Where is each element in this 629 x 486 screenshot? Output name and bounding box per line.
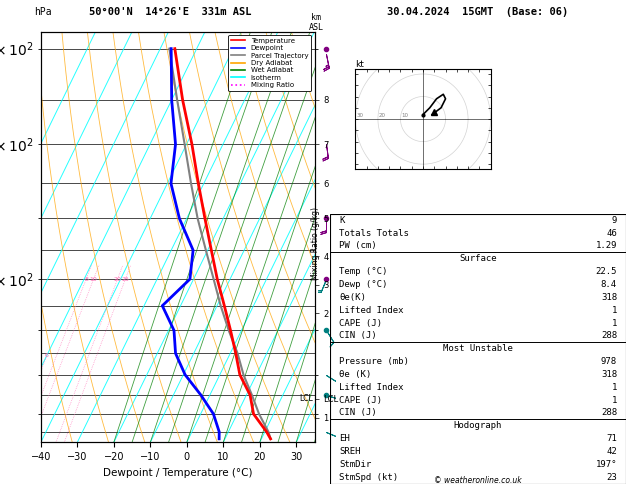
Text: 8.4: 8.4 <box>601 280 617 289</box>
Text: 30: 30 <box>357 113 364 118</box>
Text: θe(K): θe(K) <box>339 293 366 302</box>
Text: 46: 46 <box>606 228 617 238</box>
Text: © weatheronline.co.uk: © weatheronline.co.uk <box>434 476 522 485</box>
Text: Temp (°C): Temp (°C) <box>339 267 387 276</box>
Text: 318: 318 <box>601 370 617 379</box>
Text: CAPE (J): CAPE (J) <box>339 396 382 404</box>
Text: ASL: ASL <box>309 22 324 32</box>
Text: 20: 20 <box>114 277 121 281</box>
Text: Surface: Surface <box>459 254 497 263</box>
Text: Pressure (mb): Pressure (mb) <box>339 357 409 366</box>
Text: 9: 9 <box>611 216 617 225</box>
Text: kt: kt <box>355 60 364 69</box>
Text: Lifted Index: Lifted Index <box>339 306 404 314</box>
Text: 23: 23 <box>606 473 617 482</box>
Text: 197°: 197° <box>596 460 617 469</box>
Text: 8: 8 <box>84 277 88 281</box>
Text: LCL: LCL <box>299 394 313 403</box>
Text: 288: 288 <box>601 408 617 417</box>
Text: Hodograph: Hodograph <box>454 421 502 430</box>
Text: 10: 10 <box>90 277 97 281</box>
Text: StmSpd (kt): StmSpd (kt) <box>339 473 398 482</box>
Text: Dewp (°C): Dewp (°C) <box>339 280 387 289</box>
X-axis label: Dewpoint / Temperature (°C): Dewpoint / Temperature (°C) <box>103 468 252 478</box>
Text: hPa: hPa <box>35 7 52 17</box>
Text: 1: 1 <box>611 396 617 404</box>
Text: km: km <box>311 13 321 22</box>
Text: 1: 1 <box>611 306 617 314</box>
Text: Totals Totals: Totals Totals <box>339 228 409 238</box>
Text: 288: 288 <box>601 331 617 340</box>
Text: θe (K): θe (K) <box>339 370 371 379</box>
Text: 6: 6 <box>45 353 49 358</box>
Text: CIN (J): CIN (J) <box>339 331 377 340</box>
Text: EH: EH <box>339 434 350 443</box>
Text: 22.5: 22.5 <box>596 267 617 276</box>
Text: StmDir: StmDir <box>339 460 371 469</box>
Text: Mixing Ratio (g/kg): Mixing Ratio (g/kg) <box>311 207 320 279</box>
Text: SREH: SREH <box>339 447 360 456</box>
Text: 1.29: 1.29 <box>596 242 617 250</box>
Text: Most Unstable: Most Unstable <box>443 344 513 353</box>
Text: 50°00'N  14°26'E  331m ASL: 50°00'N 14°26'E 331m ASL <box>89 7 251 17</box>
Text: CIN (J): CIN (J) <box>339 408 377 417</box>
Text: 10: 10 <box>401 113 409 118</box>
Text: 1: 1 <box>611 318 617 328</box>
Text: CAPE (J): CAPE (J) <box>339 318 382 328</box>
Text: 318: 318 <box>601 293 617 302</box>
Text: K: K <box>339 216 345 225</box>
Text: 42: 42 <box>606 447 617 456</box>
Text: Lifted Index: Lifted Index <box>339 383 404 392</box>
Text: PW (cm): PW (cm) <box>339 242 377 250</box>
Text: 20: 20 <box>379 113 386 118</box>
Text: 25: 25 <box>121 277 130 281</box>
Text: 978: 978 <box>601 357 617 366</box>
Text: 30.04.2024  15GMT  (Base: 06): 30.04.2024 15GMT (Base: 06) <box>387 7 569 17</box>
Text: 71: 71 <box>606 434 617 443</box>
Text: 1: 1 <box>611 383 617 392</box>
Legend: Temperature, Dewpoint, Parcel Trajectory, Dry Adiabat, Wet Adiabat, Isotherm, Mi: Temperature, Dewpoint, Parcel Trajectory… <box>228 35 311 91</box>
